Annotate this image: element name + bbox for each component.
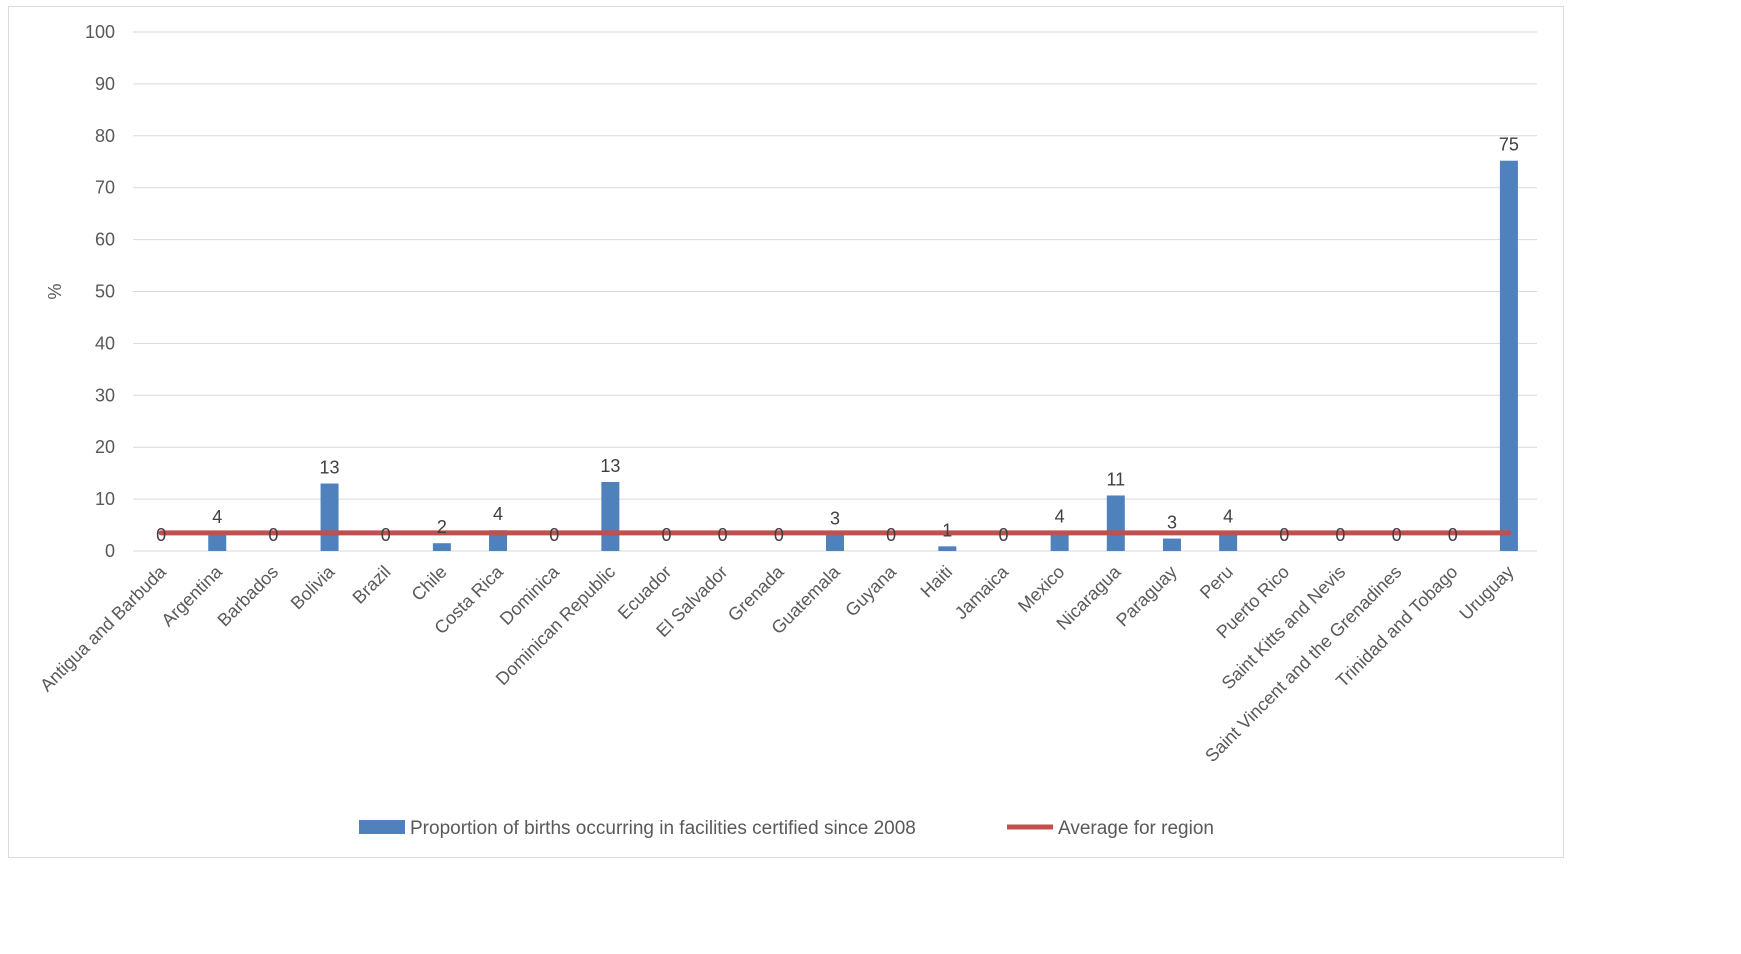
bar xyxy=(1219,532,1238,551)
data-label: 0 xyxy=(156,525,166,545)
y-tick-label: 40 xyxy=(95,333,115,353)
bar xyxy=(826,534,844,551)
data-label: 1 xyxy=(942,520,952,540)
y-tick-label: 90 xyxy=(95,74,115,94)
data-label: 0 xyxy=(1279,525,1289,545)
data-label: 3 xyxy=(1167,513,1177,533)
data-label: 13 xyxy=(600,456,620,476)
x-category-label: Barbados xyxy=(214,562,283,631)
x-category-label: Guyana xyxy=(841,561,900,620)
chart-frame xyxy=(8,6,1564,858)
bar-series xyxy=(208,160,1518,551)
y-tick-label: 30 xyxy=(95,385,115,405)
data-label: 2 xyxy=(437,517,447,537)
data-label: 4 xyxy=(212,507,222,527)
data-label: 0 xyxy=(662,525,672,545)
legend-label-line-series: Average for region xyxy=(1058,818,1214,839)
bar xyxy=(938,546,957,551)
x-category-label: Brazil xyxy=(349,562,395,608)
data-label: 0 xyxy=(886,525,896,545)
data-label: 0 xyxy=(1392,525,1402,545)
x-category-label: Mexico xyxy=(1014,562,1068,616)
y-tick-label: 20 xyxy=(95,437,115,457)
x-category-label: Paraguay xyxy=(1112,562,1181,631)
gridlines xyxy=(133,31,1537,552)
x-category-label: Bolivia xyxy=(287,561,339,613)
bar xyxy=(489,530,508,551)
x-category-label: Uruguay xyxy=(1455,562,1517,624)
data-label: 3 xyxy=(830,508,840,528)
data-label: 0 xyxy=(998,525,1008,545)
y-tick-label: 100 xyxy=(85,22,115,42)
x-category-label: Chile xyxy=(408,562,451,605)
data-label: 11 xyxy=(1106,469,1125,489)
data-label: 0 xyxy=(1335,525,1345,545)
legend-swatch-bar xyxy=(359,820,405,834)
bar xyxy=(432,543,451,551)
x-category-label: Haiti xyxy=(917,562,957,602)
data-label: 0 xyxy=(381,525,391,545)
y-tick-label: 60 xyxy=(95,230,115,250)
y-tick-label: 0 xyxy=(105,541,115,561)
bar xyxy=(320,483,339,551)
y-axis-ticks: 0 10 20 30 40 50 60 70 80 90 100 xyxy=(85,22,115,561)
data-label: 0 xyxy=(549,525,559,545)
data-label: 75 xyxy=(1499,135,1519,155)
legend-label-bar-series: Proportion of births occurring in facili… xyxy=(410,818,916,839)
data-label: 4 xyxy=(1055,506,1065,526)
y-tick-label: 50 xyxy=(95,282,115,302)
y-tick-label: 10 xyxy=(95,489,115,509)
data-label: 4 xyxy=(493,504,503,524)
bar xyxy=(1162,538,1181,551)
data-label: 4 xyxy=(1223,506,1233,526)
data-label: 0 xyxy=(1448,525,1458,545)
x-category-label: Jamaica xyxy=(951,561,1013,623)
bar xyxy=(1106,495,1125,551)
x-category-label: Peru xyxy=(1196,562,1237,603)
x-category-label: Antigua and Barbuda xyxy=(36,561,170,695)
data-label: 13 xyxy=(320,458,340,478)
data-label: 0 xyxy=(774,525,784,545)
data-label: 0 xyxy=(268,525,278,545)
y-tick-label: 70 xyxy=(95,178,115,198)
bar xyxy=(1050,532,1069,551)
data-labels: 0 4 0 13 0 2 4 0 13 0 0 0 3 0 1 0 4 11 3 4 0 0 0 0 75 xyxy=(156,135,1519,545)
legend: Proportion of births occurring in facili… xyxy=(359,818,1214,839)
bar xyxy=(601,481,620,551)
y-axis-label: % xyxy=(45,283,65,299)
y-tick-label: 80 xyxy=(95,126,115,146)
bar xyxy=(208,532,227,551)
data-label: 0 xyxy=(718,525,728,545)
bar xyxy=(1499,160,1518,551)
